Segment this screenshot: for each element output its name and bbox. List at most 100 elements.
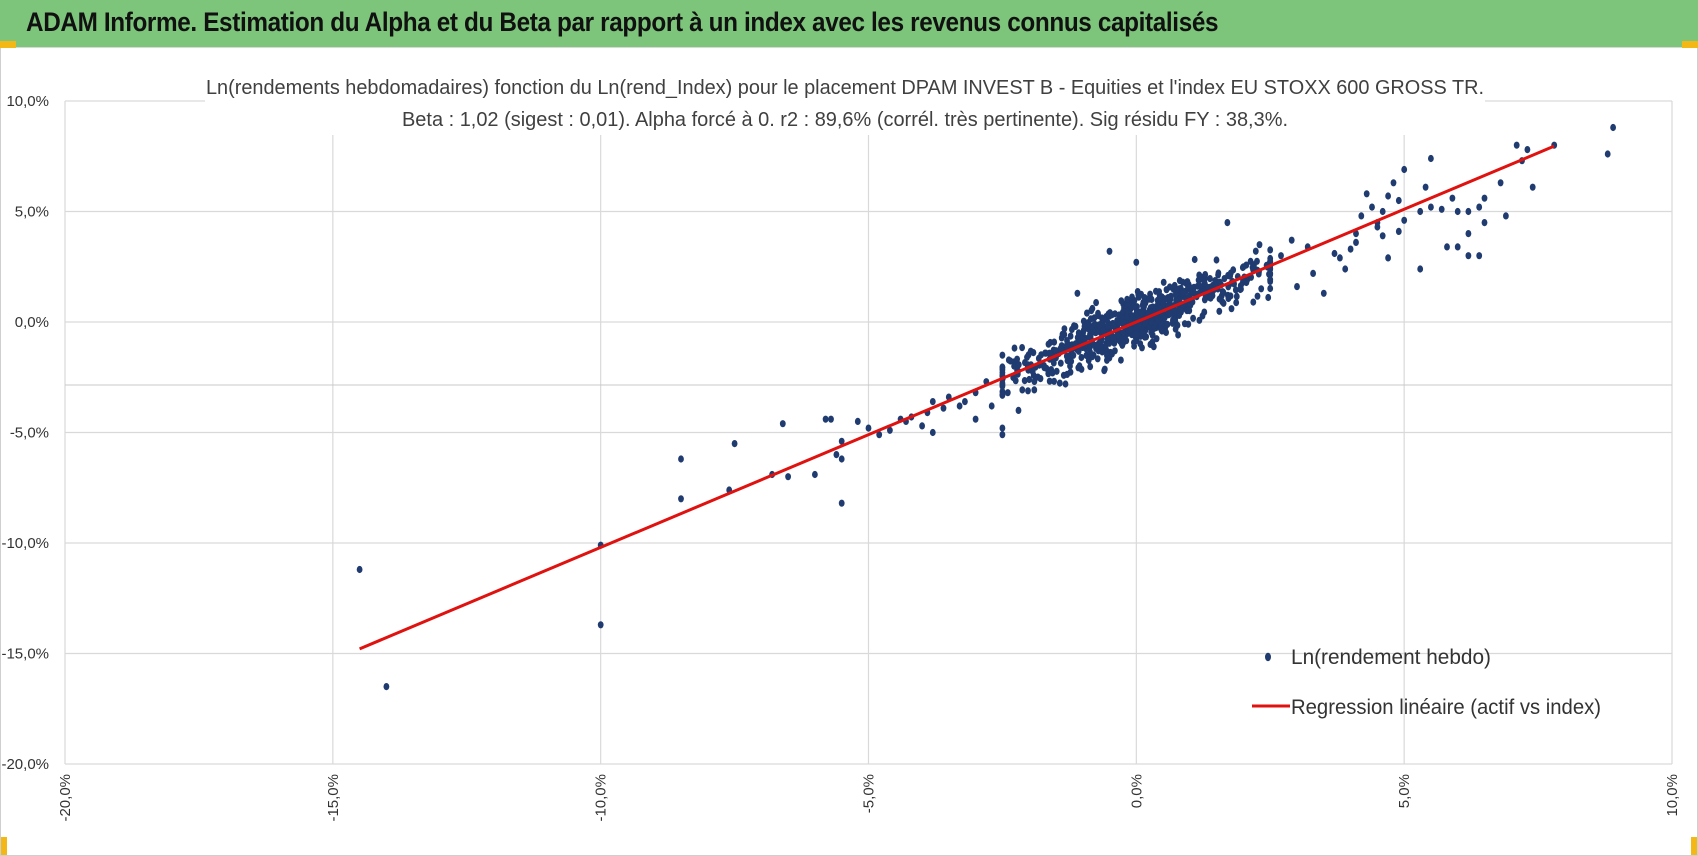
data-point [1233,292,1240,300]
data-point [1025,387,1031,395]
data-point [779,420,786,428]
data-point [828,415,834,423]
data-point [1174,321,1181,329]
data-point [1265,293,1272,302]
data-point [1219,288,1226,296]
data-point [1157,325,1164,333]
data-point [1100,327,1107,335]
data-point [1369,203,1375,211]
data-point [1220,299,1227,307]
data-point [1497,179,1504,187]
data-point [1049,369,1056,377]
x-tick-label: -5,0% [861,774,878,813]
data-point [1081,322,1088,330]
data-point [1046,377,1053,385]
data-point [1190,314,1196,322]
data-point [1385,192,1391,200]
data-point [1163,286,1170,294]
data-point [1150,325,1157,333]
data-point [940,404,947,412]
data-point [1401,165,1408,174]
data-point [919,422,925,430]
data-point [1118,356,1124,364]
data-point [1200,276,1207,284]
data-point [1379,207,1386,216]
data-point [1207,294,1214,302]
data-point [1238,285,1244,293]
data-point [1465,252,1472,260]
data-point [1019,344,1025,352]
chart-title-line-1: Ln(rendements hebdomadaires) fonction du… [206,77,1484,99]
data-point [1163,328,1169,336]
data-point [1240,263,1247,271]
data-point [1095,309,1101,317]
data-point [1213,256,1220,264]
title-background [205,69,1485,135]
data-point [1015,406,1022,414]
data-point [1201,308,1208,316]
data-point [1529,183,1536,191]
data-point [1224,219,1231,227]
data-point [1027,347,1034,355]
data-point [1046,349,1053,357]
data-point [731,440,738,448]
data-point [1011,344,1018,352]
data-point [1060,371,1067,379]
regression-line [359,144,1555,651]
data-point [1068,357,1075,365]
data-point [1098,337,1104,345]
data-point [838,499,845,507]
data-point [1067,368,1074,376]
data-point [876,431,883,439]
data-point [1138,309,1145,317]
data-point [1088,307,1095,315]
data-point [1137,340,1144,348]
data-point [1074,289,1081,297]
data-point [1221,275,1228,283]
data-point [1153,335,1160,343]
data-point [1085,356,1092,365]
data-point [1124,295,1130,303]
data-point [1337,254,1343,262]
data-point [1024,353,1030,361]
data-point [1105,322,1112,330]
data-point [1254,257,1260,265]
data-point [1078,365,1085,373]
data-point [1294,283,1300,291]
data-point [1051,377,1057,385]
data-point [1026,375,1033,384]
data-point [999,391,1006,399]
chart-title-line-2: Beta : 1,02 (sigest : 0,01). Alpha forcé… [402,109,1288,131]
data-point [1147,340,1154,348]
header-bar: ADAM Informe. Estimation du Alpha et du … [0,0,1698,48]
data-point [1094,355,1101,363]
data-point [1176,311,1183,319]
data-point [1417,265,1424,273]
data-point [1053,347,1059,355]
data-point [1084,309,1090,317]
data-point [1278,252,1284,260]
data-point [1417,207,1424,216]
data-point [1610,123,1616,132]
data-point [1503,212,1509,220]
data-point [1056,379,1063,387]
data-point [1604,150,1611,158]
y-axis-tick-labels: 10,0% 5,0% 0,0% -5,0% -10,0% -15,0% -20,0% [1,93,49,773]
corner-marker-top-left [0,41,16,48]
data-point [1358,212,1365,220]
data-point [1133,258,1140,266]
data-point [972,415,979,423]
data-point [1021,377,1028,385]
data-point [1038,351,1045,359]
data-point [1167,310,1173,318]
y-tick-label: 0,0% [15,314,49,331]
data-point [678,495,684,503]
data-point [1320,289,1327,297]
data-point [1120,319,1127,327]
data-point [1390,179,1397,187]
data-point [1104,351,1110,359]
corner-marker-bottom-right [1691,837,1698,856]
data-point [1110,334,1117,342]
data-point [1395,227,1402,235]
data-point [1135,293,1142,301]
